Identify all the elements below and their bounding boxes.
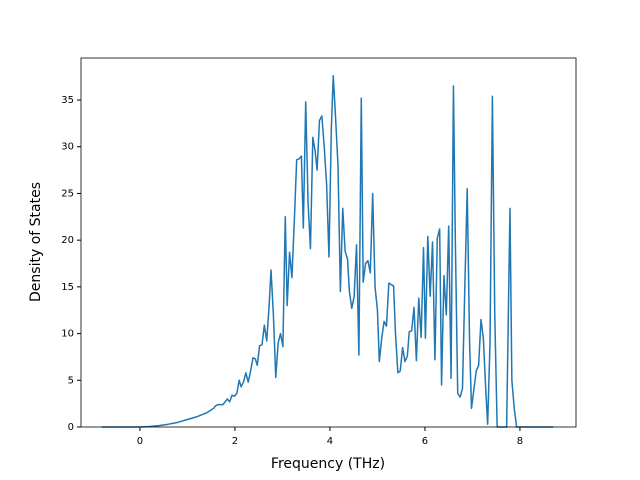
x-tick-label: 6: [422, 436, 428, 447]
y-tick-label: 25: [61, 188, 74, 199]
y-tick-label: 30: [61, 142, 74, 153]
x-tick-label: 4: [327, 436, 333, 447]
x-axis-label: Frequency (THz): [271, 456, 385, 472]
x-tick-label: 0: [137, 436, 143, 447]
x-tick-label: 2: [232, 436, 238, 447]
y-tick-label: 5: [68, 375, 74, 386]
line: [101, 74, 554, 428]
y-axis-label: Density of States: [28, 182, 44, 302]
y-tick-label: 15: [61, 282, 74, 293]
y-tick-label: 0: [68, 422, 74, 433]
y-tick-label: 20: [61, 235, 74, 246]
x-tick-label: 8: [517, 436, 523, 447]
y-tick-label: 35: [61, 95, 74, 106]
y-tick-label: 10: [61, 329, 74, 340]
plot-frame: [80, 57, 577, 428]
